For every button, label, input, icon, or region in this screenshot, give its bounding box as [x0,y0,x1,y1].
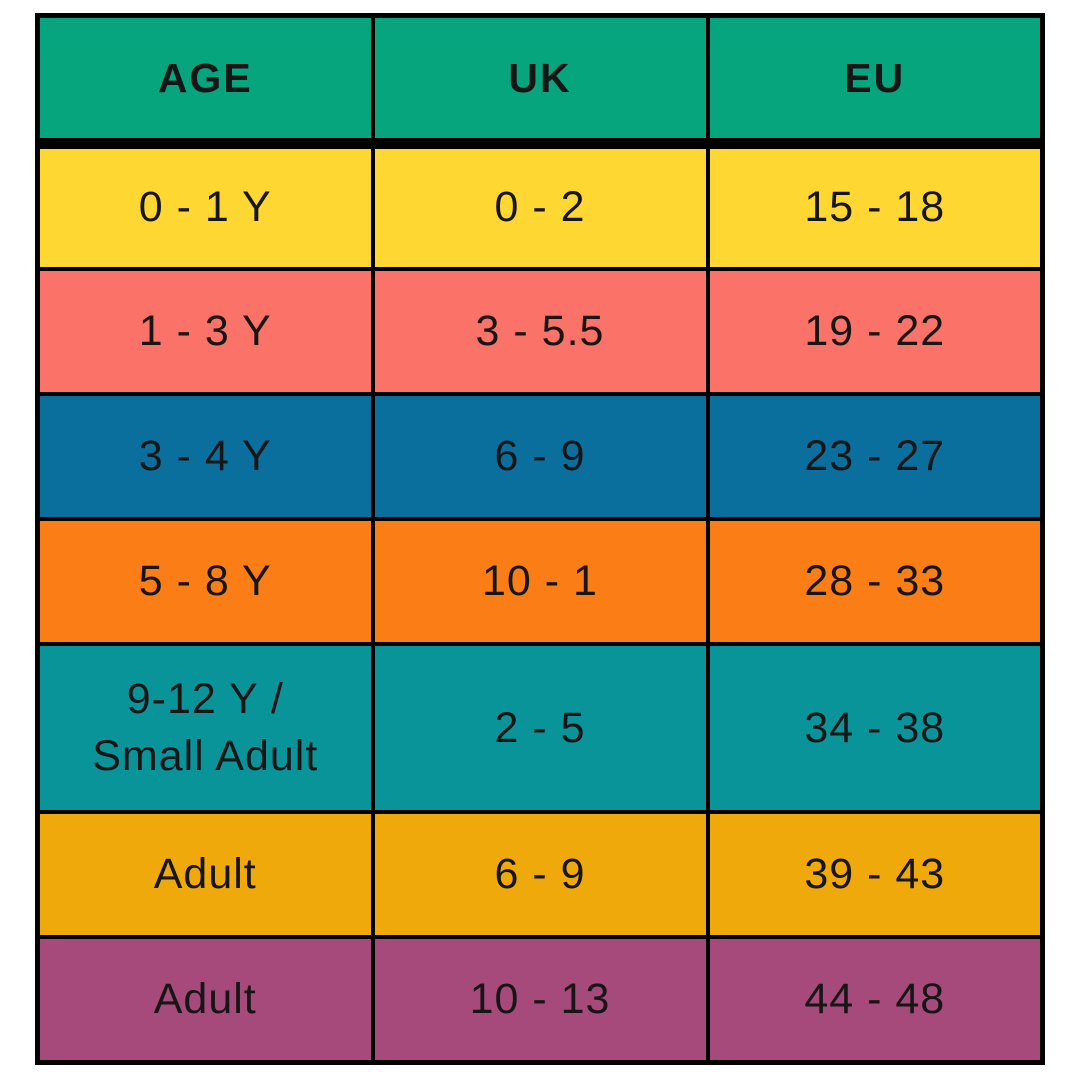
age-cell: 3 - 4 Y [35,391,375,521]
uk-cell: 10 - 1 [370,516,710,647]
table-header: AGE UK EU [35,13,1045,149]
table-row: 1 - 3 Y 3 - 5.5 19 - 22 [35,266,1045,396]
eu-cell: 44 - 48 [705,935,1045,1065]
header-row: AGE UK EU [35,13,1045,149]
eu-cell: 15 - 18 [705,141,1045,271]
table-row: 3 - 4 Y 6 - 9 23 - 27 [35,391,1045,521]
table-body: 0 - 1 Y 0 - 2 15 - 18 1 - 3 Y 3 - 5.5 19… [35,141,1045,1065]
header-cell-uk: UK [370,13,710,149]
table-row: Adult 6 - 9 39 - 43 [35,810,1045,940]
eu-cell: 39 - 43 [705,810,1045,940]
age-cell: 5 - 8 Y [35,516,375,647]
uk-cell: 0 - 2 [370,141,710,271]
table-row: 9-12 Y / Small Adult 2 - 5 34 - 38 [35,641,1045,815]
header-cell-eu: EU [705,13,1045,149]
uk-cell: 2 - 5 [370,641,710,815]
age-cell: 0 - 1 Y [35,141,375,271]
eu-cell: 28 - 33 [705,516,1045,647]
age-cell: Adult [35,935,375,1065]
eu-cell: 19 - 22 [705,266,1045,396]
age-cell: 1 - 3 Y [35,266,375,396]
eu-cell: 23 - 27 [705,391,1045,521]
table-row: 5 - 8 Y 10 - 1 28 - 33 [35,516,1045,647]
uk-cell: 6 - 9 [370,810,710,940]
table-row: Adult 10 - 13 44 - 48 [35,935,1045,1065]
age-cell: Adult [35,810,375,940]
size-chart-table: AGE UK EU 0 - 1 Y 0 - 2 15 - 18 1 - 3 Y … [35,13,1045,1065]
uk-cell: 6 - 9 [370,391,710,521]
uk-cell: 10 - 13 [370,935,710,1065]
header-cell-age: AGE [35,13,375,149]
table-row: 0 - 1 Y 0 - 2 15 - 18 [35,141,1045,271]
uk-cell: 3 - 5.5 [370,266,710,396]
age-cell: 9-12 Y / Small Adult [35,641,375,815]
eu-cell: 34 - 38 [705,641,1045,815]
